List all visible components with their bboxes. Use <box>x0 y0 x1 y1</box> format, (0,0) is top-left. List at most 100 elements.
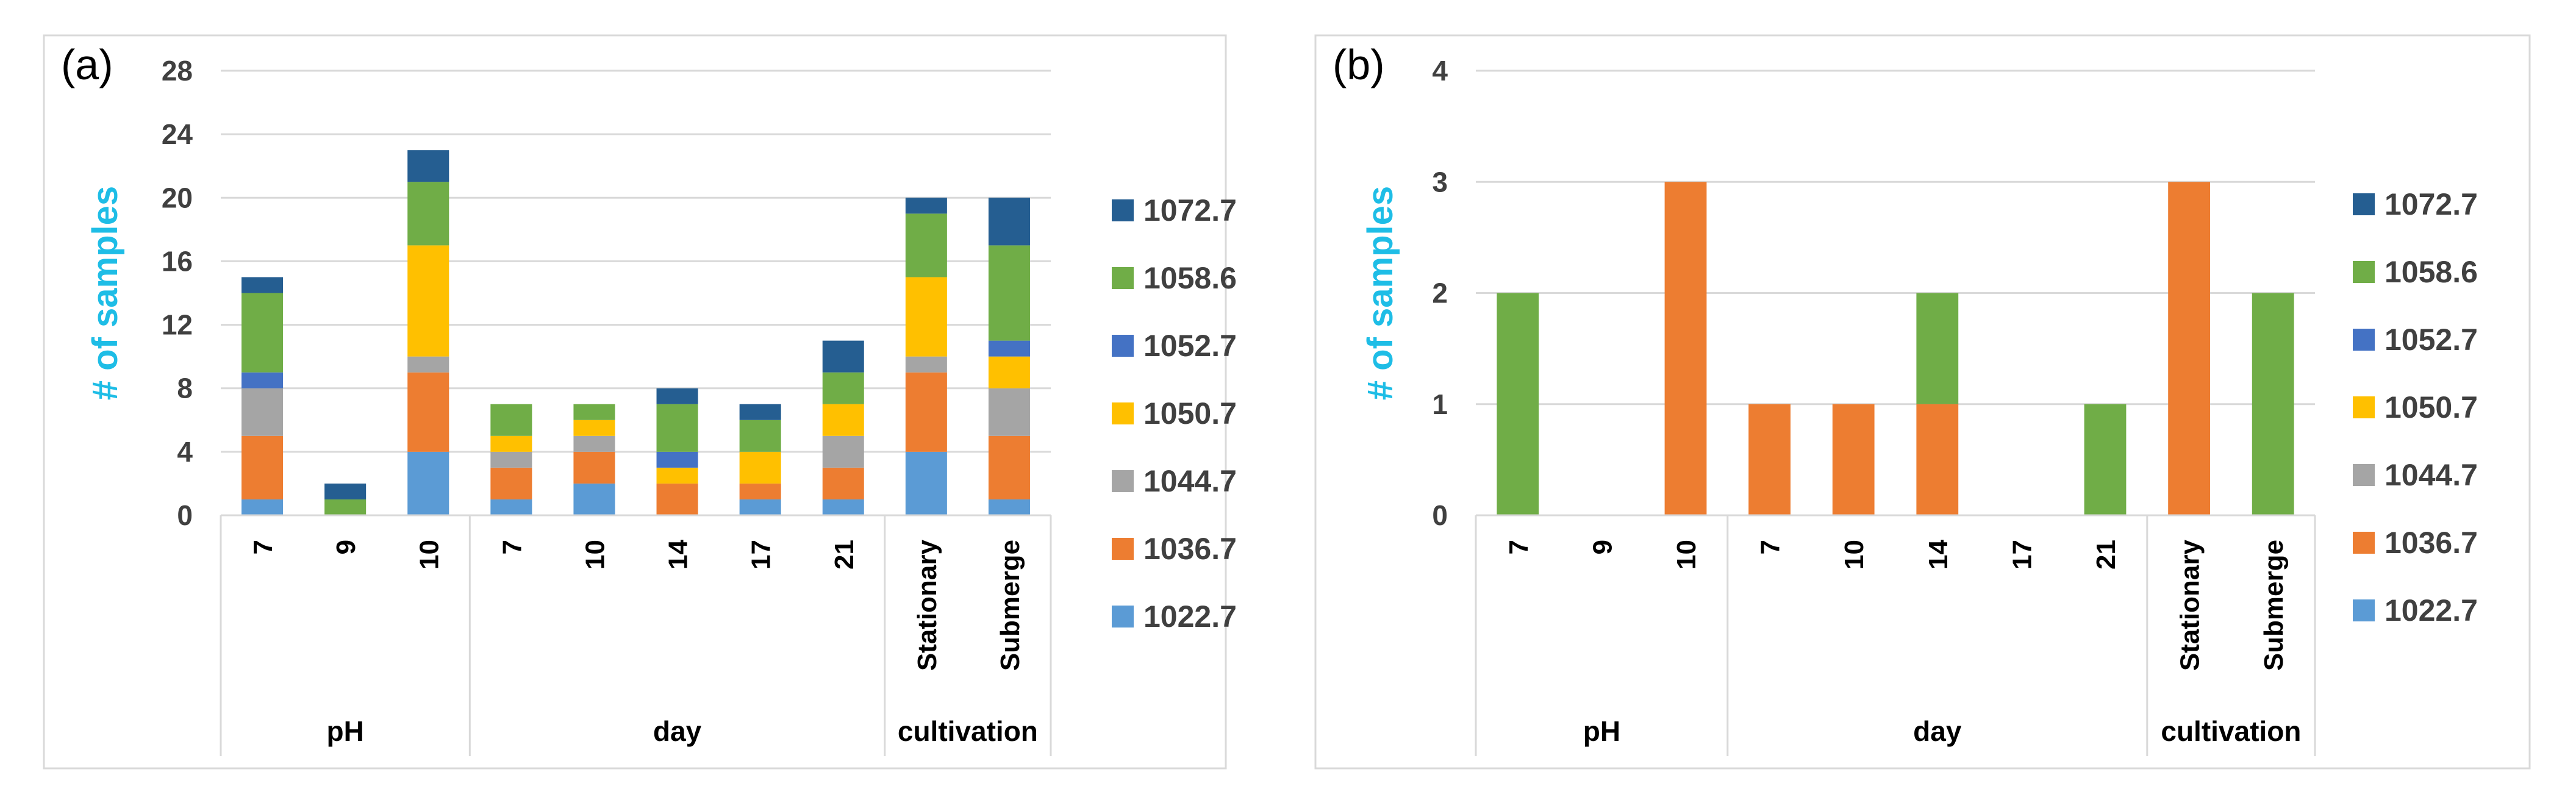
legend-label: 1022.7 <box>1143 599 1237 634</box>
bar-segment-1022.7 <box>242 499 284 515</box>
legend-label: 1058.6 <box>2385 255 2478 289</box>
bar-segment-1036.7 <box>656 483 698 515</box>
legend-swatch <box>1112 335 1134 357</box>
legend-swatch <box>2353 261 2375 283</box>
legend-label: 1072.7 <box>1143 193 1237 227</box>
bar-segment-1050.7 <box>822 404 864 436</box>
bar-segment-1036.7 <box>242 435 284 499</box>
y-tick-label: 1 <box>1432 388 1448 420</box>
legend-swatch <box>2353 396 2375 418</box>
bar-segment-1044.7 <box>822 435 864 468</box>
bar-segment-1072.7 <box>324 483 367 499</box>
bar-segment-1036.7 <box>573 451 615 484</box>
bar-segment-1058.6 <box>739 420 781 452</box>
category-label: 7 <box>1756 540 1786 554</box>
bar-segment-1022.7 <box>988 499 1030 515</box>
group-label: day <box>1913 715 1962 747</box>
legend-swatch <box>1112 606 1134 627</box>
bar-segment-1058.6 <box>905 213 947 277</box>
bar-segment-1072.7 <box>656 388 698 404</box>
bar-segment-1050.7 <box>407 245 449 357</box>
y-axis-label: # of samples <box>85 186 125 400</box>
bar-segment-1058.6 <box>324 499 367 515</box>
bar-segment-1050.7 <box>573 420 615 436</box>
bar-segment-1022.7 <box>490 499 532 515</box>
legend-label: 1058.6 <box>1143 261 1237 295</box>
bar-segment-1058.6 <box>2252 293 2294 515</box>
y-tick-label: 16 <box>162 245 193 277</box>
category-label: Stationary <box>2175 539 2205 671</box>
bar-segment-1058.6 <box>573 404 615 420</box>
category-label: 7 <box>248 540 278 554</box>
bar-segment-1036.7 <box>739 483 781 499</box>
y-tick-label: 4 <box>177 436 193 468</box>
bar-segment-1044.7 <box>490 451 532 468</box>
bar-segment-1058.6 <box>2084 404 2127 515</box>
category-label: 7 <box>1504 540 1534 554</box>
legend-swatch <box>1112 199 1134 221</box>
legend-label: 1044.7 <box>1143 464 1237 498</box>
legend-swatch <box>1112 470 1134 492</box>
legend-swatch <box>1112 267 1134 289</box>
legend-swatch <box>1112 402 1134 424</box>
legend-label: 1036.7 <box>1143 532 1237 566</box>
bar-segment-1072.7 <box>988 198 1030 246</box>
y-tick-label: 24 <box>162 118 193 150</box>
legend-swatch <box>2353 329 2375 351</box>
y-tick-label: 28 <box>162 55 193 87</box>
y-tick-label: 12 <box>162 309 193 341</box>
legend-swatch <box>2353 464 2375 486</box>
y-tick-label: 4 <box>1432 55 1448 87</box>
legend-label: 1050.7 <box>2385 390 2478 424</box>
category-label: 10 <box>1672 540 1701 570</box>
bar-segment-1052.7 <box>988 340 1030 357</box>
bar-segment-1050.7 <box>988 356 1030 388</box>
bar-segment-1050.7 <box>490 435 532 452</box>
bar-segment-1052.7 <box>242 372 284 388</box>
bar-segment-1036.7 <box>1916 404 1959 515</box>
panel-label: (b) <box>1333 41 1385 88</box>
category-label: 9 <box>331 540 361 554</box>
bar-segment-1050.7 <box>656 467 698 484</box>
bar-segment-1058.6 <box>1916 293 1959 404</box>
category-label: Submerge <box>995 540 1025 671</box>
legend-label: 1036.7 <box>2385 526 2478 560</box>
category-label: 21 <box>829 540 859 570</box>
y-tick-label: 2 <box>1432 277 1448 309</box>
bar-segment-1036.7 <box>490 467 532 499</box>
category-label: 21 <box>2091 540 2121 570</box>
category-label: 10 <box>414 540 444 570</box>
legend-swatch <box>2353 532 2375 554</box>
legend-label: 1072.7 <box>2385 187 2478 221</box>
legend-label: 1050.7 <box>1143 396 1237 431</box>
bar-segment-1058.6 <box>1497 293 1539 515</box>
category-label: 17 <box>746 540 776 570</box>
bar-segment-1044.7 <box>242 388 284 436</box>
y-tick-label: 0 <box>1432 499 1448 531</box>
bar-segment-1050.7 <box>739 451 781 484</box>
bar-segment-1058.6 <box>242 293 284 373</box>
bar-segment-1044.7 <box>988 388 1030 436</box>
bar-segment-1036.7 <box>988 435 1030 499</box>
bar-segment-1058.6 <box>407 182 449 246</box>
bar-segment-1036.7 <box>1748 404 1791 515</box>
bar-segment-1052.7 <box>656 451 698 468</box>
bar-segment-1022.7 <box>407 451 449 515</box>
legend-label: 1052.7 <box>1143 329 1237 363</box>
y-tick-label: 3 <box>1432 166 1448 198</box>
legend-swatch <box>2353 193 2375 215</box>
legend-label: 1052.7 <box>2385 323 2478 357</box>
bar-segment-1036.7 <box>1832 404 1875 515</box>
y-axis-label: # of samples <box>1361 186 1400 400</box>
group-label: pH <box>326 715 363 747</box>
bar-segment-1050.7 <box>905 277 947 357</box>
group-label: cultivation <box>2161 715 2301 747</box>
bar-segment-1058.6 <box>656 404 698 452</box>
category-label: 7 <box>497 540 527 554</box>
bar-segment-1044.7 <box>573 435 615 452</box>
bar-segment-1036.7 <box>1664 182 1707 515</box>
bar-segment-1022.7 <box>822 499 864 515</box>
panel-a: (a) 0 4 8 12 16 20 24 28 # of samples 7 9 10 7 10 14 17 2… <box>43 34 1237 770</box>
group-label: day <box>653 715 702 747</box>
